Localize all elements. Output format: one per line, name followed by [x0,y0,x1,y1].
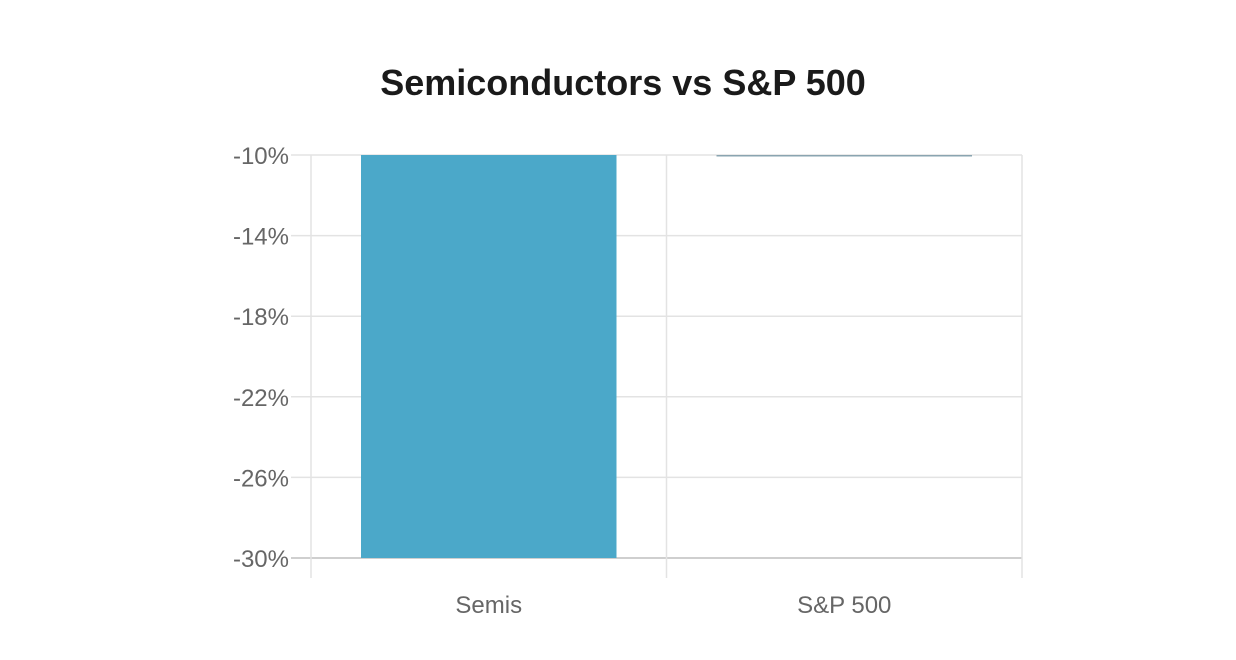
bars [361,155,972,558]
tick-labels: -10% -14% -18% -22% -26% -30% Semis S&P 500 [233,143,891,619]
bar-semis [361,155,617,558]
chart-title: Semiconductors vs S&P 500 [380,62,866,103]
y-tick-label: -14% [233,224,289,251]
x-tick-label: S&P 500 [797,592,891,619]
y-tick-label: -30% [233,546,289,573]
y-tick-label: -26% [233,465,289,492]
y-tick-label: -18% [233,304,289,331]
y-tick-label: -10% [233,143,289,170]
x-tick-label: Semis [455,592,522,619]
y-tick-label: -22% [233,385,289,412]
bar-s-p-500 [716,155,972,157]
